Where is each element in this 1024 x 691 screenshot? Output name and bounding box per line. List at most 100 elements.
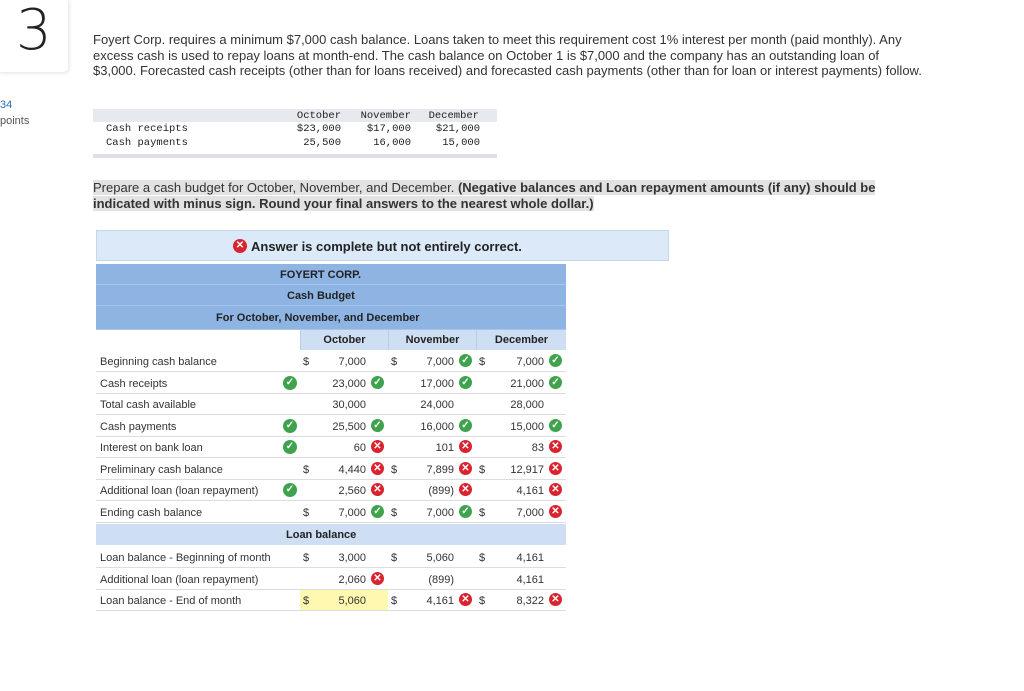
incorrect-x-icon: ✕ [371, 440, 384, 453]
amount-value[interactable]: 83 [531, 442, 544, 454]
amount-cell[interactable]: 16,000 ✓ [388, 416, 476, 436]
amount-cell[interactable]: 25,500 ✓ [300, 416, 388, 436]
amount-cell[interactable]: $7,000 ✕ [476, 502, 566, 522]
amount-value[interactable]: 2,060 [338, 573, 366, 586]
dollar-sign: $ [479, 463, 486, 476]
amount-value[interactable]: 30,000 [332, 399, 366, 411]
table-row: Interest on bank loan ✓ 60 ✕ 101 ✕ 83 ✕ [96, 437, 566, 458]
amount-cell[interactable]: $8,322 ✕ [476, 590, 566, 610]
table-row: Total cash available 30,000 24,000 28,000 [96, 394, 566, 415]
amount-cell[interactable]: 101 ✕ [388, 437, 476, 457]
amount-cell[interactable]: 17,000 ✓ [388, 373, 476, 393]
loan-balance-heading: Loan balance [286, 529, 357, 541]
amount-value[interactable]: 7,000 [426, 506, 454, 519]
amount-value[interactable]: 4,161 [516, 552, 544, 564]
amount-value[interactable]: 7,000 [516, 506, 544, 519]
amount-value[interactable]: 25,500 [332, 420, 366, 433]
amount-cell[interactable]: $7,000 ✓ [476, 351, 566, 371]
amount-cell[interactable]: 23,000 ✓ [300, 373, 388, 393]
amount-value[interactable]: 5,060 [338, 595, 366, 607]
amount-cell[interactable]: 21,000 ✓ [476, 373, 566, 393]
amount-value[interactable]: 101 [435, 442, 454, 454]
amount-cell[interactable]: 4,161 [476, 569, 566, 589]
amount-value[interactable]: 7,000 [338, 506, 366, 519]
amount-value[interactable]: 7,899 [426, 463, 454, 476]
table-row: Additional loan (loan repayment) 2,060 ✕ (8… [96, 569, 566, 590]
given-row-label: Cash receipts [106, 123, 188, 135]
correct-check-icon: ✓ [459, 504, 472, 518]
amount-value[interactable]: 2,560 [338, 485, 366, 497]
amount-cell[interactable]: $12,917 ✕ [476, 459, 566, 479]
correct-check-icon: ✓ [283, 418, 297, 433]
amount-cell[interactable]: $3,000 [300, 547, 388, 567]
amount-cell[interactable]: 30,000 [300, 394, 388, 414]
amount-cell[interactable]: 2,560 ✕ [300, 480, 388, 500]
table-row: Cash receipts ✓ 23,000 ✓ 17,000 ✓ 21,000 ✓ [96, 373, 566, 394]
amount-cell[interactable]: (899) ✕ [388, 480, 476, 500]
amount-cell[interactable]: $7,899 ✕ [388, 459, 476, 479]
amount-cell[interactable]: $7,000 ✓ [388, 351, 476, 371]
given-value: 25,500 [303, 137, 341, 149]
row-label: Additional loan (loan repayment) [100, 573, 259, 586]
points-label: points [0, 115, 30, 127]
incorrect-x-icon: ✕ [549, 593, 562, 606]
points-value: 34 [0, 99, 13, 111]
incorrect-x-icon: ✕ [549, 504, 562, 518]
amount-cell[interactable]: 4,161 ✕ [476, 480, 566, 500]
given-header-december: December [428, 110, 479, 122]
dollar-sign: $ [303, 506, 310, 519]
dollar-sign: $ [479, 552, 486, 564]
amount-cell[interactable]: 2,060 ✕ [300, 569, 388, 589]
amount-value[interactable]: 23,000 [332, 377, 366, 390]
amount-cell[interactable]: $4,161 [476, 547, 566, 567]
amount-value[interactable]: 4,161 [426, 595, 454, 607]
amount-cell[interactable]: $7,000 [300, 351, 388, 371]
correct-check-icon: ✓ [549, 418, 562, 432]
amount-value[interactable]: 21,000 [510, 377, 544, 390]
amount-value[interactable]: 3,000 [338, 552, 366, 564]
amount-cell[interactable]: $5,060 [300, 590, 388, 610]
amount-value[interactable]: 4,440 [338, 463, 366, 476]
amount-value[interactable]: 60 [353, 442, 366, 454]
given-value: 16,000 [373, 137, 411, 149]
amount-cell[interactable]: 15,000 ✓ [476, 416, 566, 436]
amount-cell[interactable]: $4,161 ✕ [388, 590, 476, 610]
incorrect-x-icon: ✕ [371, 571, 384, 585]
table-row: Cash payments ✓ 25,500 ✓ 16,000 ✓ 15,000 ✓ [96, 416, 566, 437]
incorrect-x-icon: ✕ [371, 461, 384, 475]
dollar-sign: $ [391, 463, 398, 476]
amount-value[interactable]: 16,000 [420, 420, 454, 433]
amount-value[interactable]: (899) [428, 485, 454, 497]
amount-value[interactable]: 7,000 [338, 356, 366, 368]
amount-value[interactable]: 17,000 [420, 377, 454, 390]
table-row: Additional loan (loan repayment) ✓ 2,560 ✕(… [96, 480, 566, 501]
amount-value[interactable]: 5,060 [426, 552, 454, 564]
table-row: Loan balance - End of month $5,060 $4,161 ✕… [96, 590, 566, 611]
amount-cell[interactable]: 24,000 [388, 394, 476, 414]
amount-cell[interactable]: 60 ✕ [300, 437, 388, 457]
budget-title: Cash Budget [287, 290, 355, 302]
amount-value[interactable]: 4,161 [516, 573, 544, 586]
amount-cell[interactable]: $7,000 ✓ [388, 502, 476, 522]
amount-value[interactable]: 28,000 [510, 399, 544, 411]
table-row: Preliminary cash balance $4,440 ✕ $7,899 ✕ $1… [96, 459, 566, 480]
amount-cell[interactable]: 83 ✕ [476, 437, 566, 457]
instructions: Prepare a cash budget for October, Novem… [93, 180, 911, 211]
amount-value[interactable]: (899) [428, 573, 454, 586]
amount-value[interactable]: 12,917 [510, 463, 544, 476]
dollar-sign: $ [303, 463, 310, 476]
correct-check-icon: ✓ [549, 375, 562, 389]
amount-value[interactable]: 8,322 [516, 595, 544, 607]
amount-value[interactable]: 4,161 [516, 485, 544, 497]
amount-cell[interactable]: $7,000 ✓ [300, 502, 388, 522]
amount-cell[interactable]: $4,440 ✕ [300, 459, 388, 479]
amount-cell[interactable]: $5,060 [388, 547, 476, 567]
amount-value[interactable]: 15,000 [510, 420, 544, 433]
amount-value[interactable]: 7,000 [426, 356, 454, 368]
amount-value[interactable]: 7,000 [516, 356, 544, 368]
amount-cell[interactable]: (899) [388, 569, 476, 589]
row-label: Loan balance - Beginning of month [100, 552, 271, 564]
amount-cell[interactable]: 28,000 [476, 394, 566, 414]
instructions-text: Prepare a cash budget for October, Novem… [93, 180, 458, 195]
amount-value[interactable]: 24,000 [420, 399, 454, 411]
